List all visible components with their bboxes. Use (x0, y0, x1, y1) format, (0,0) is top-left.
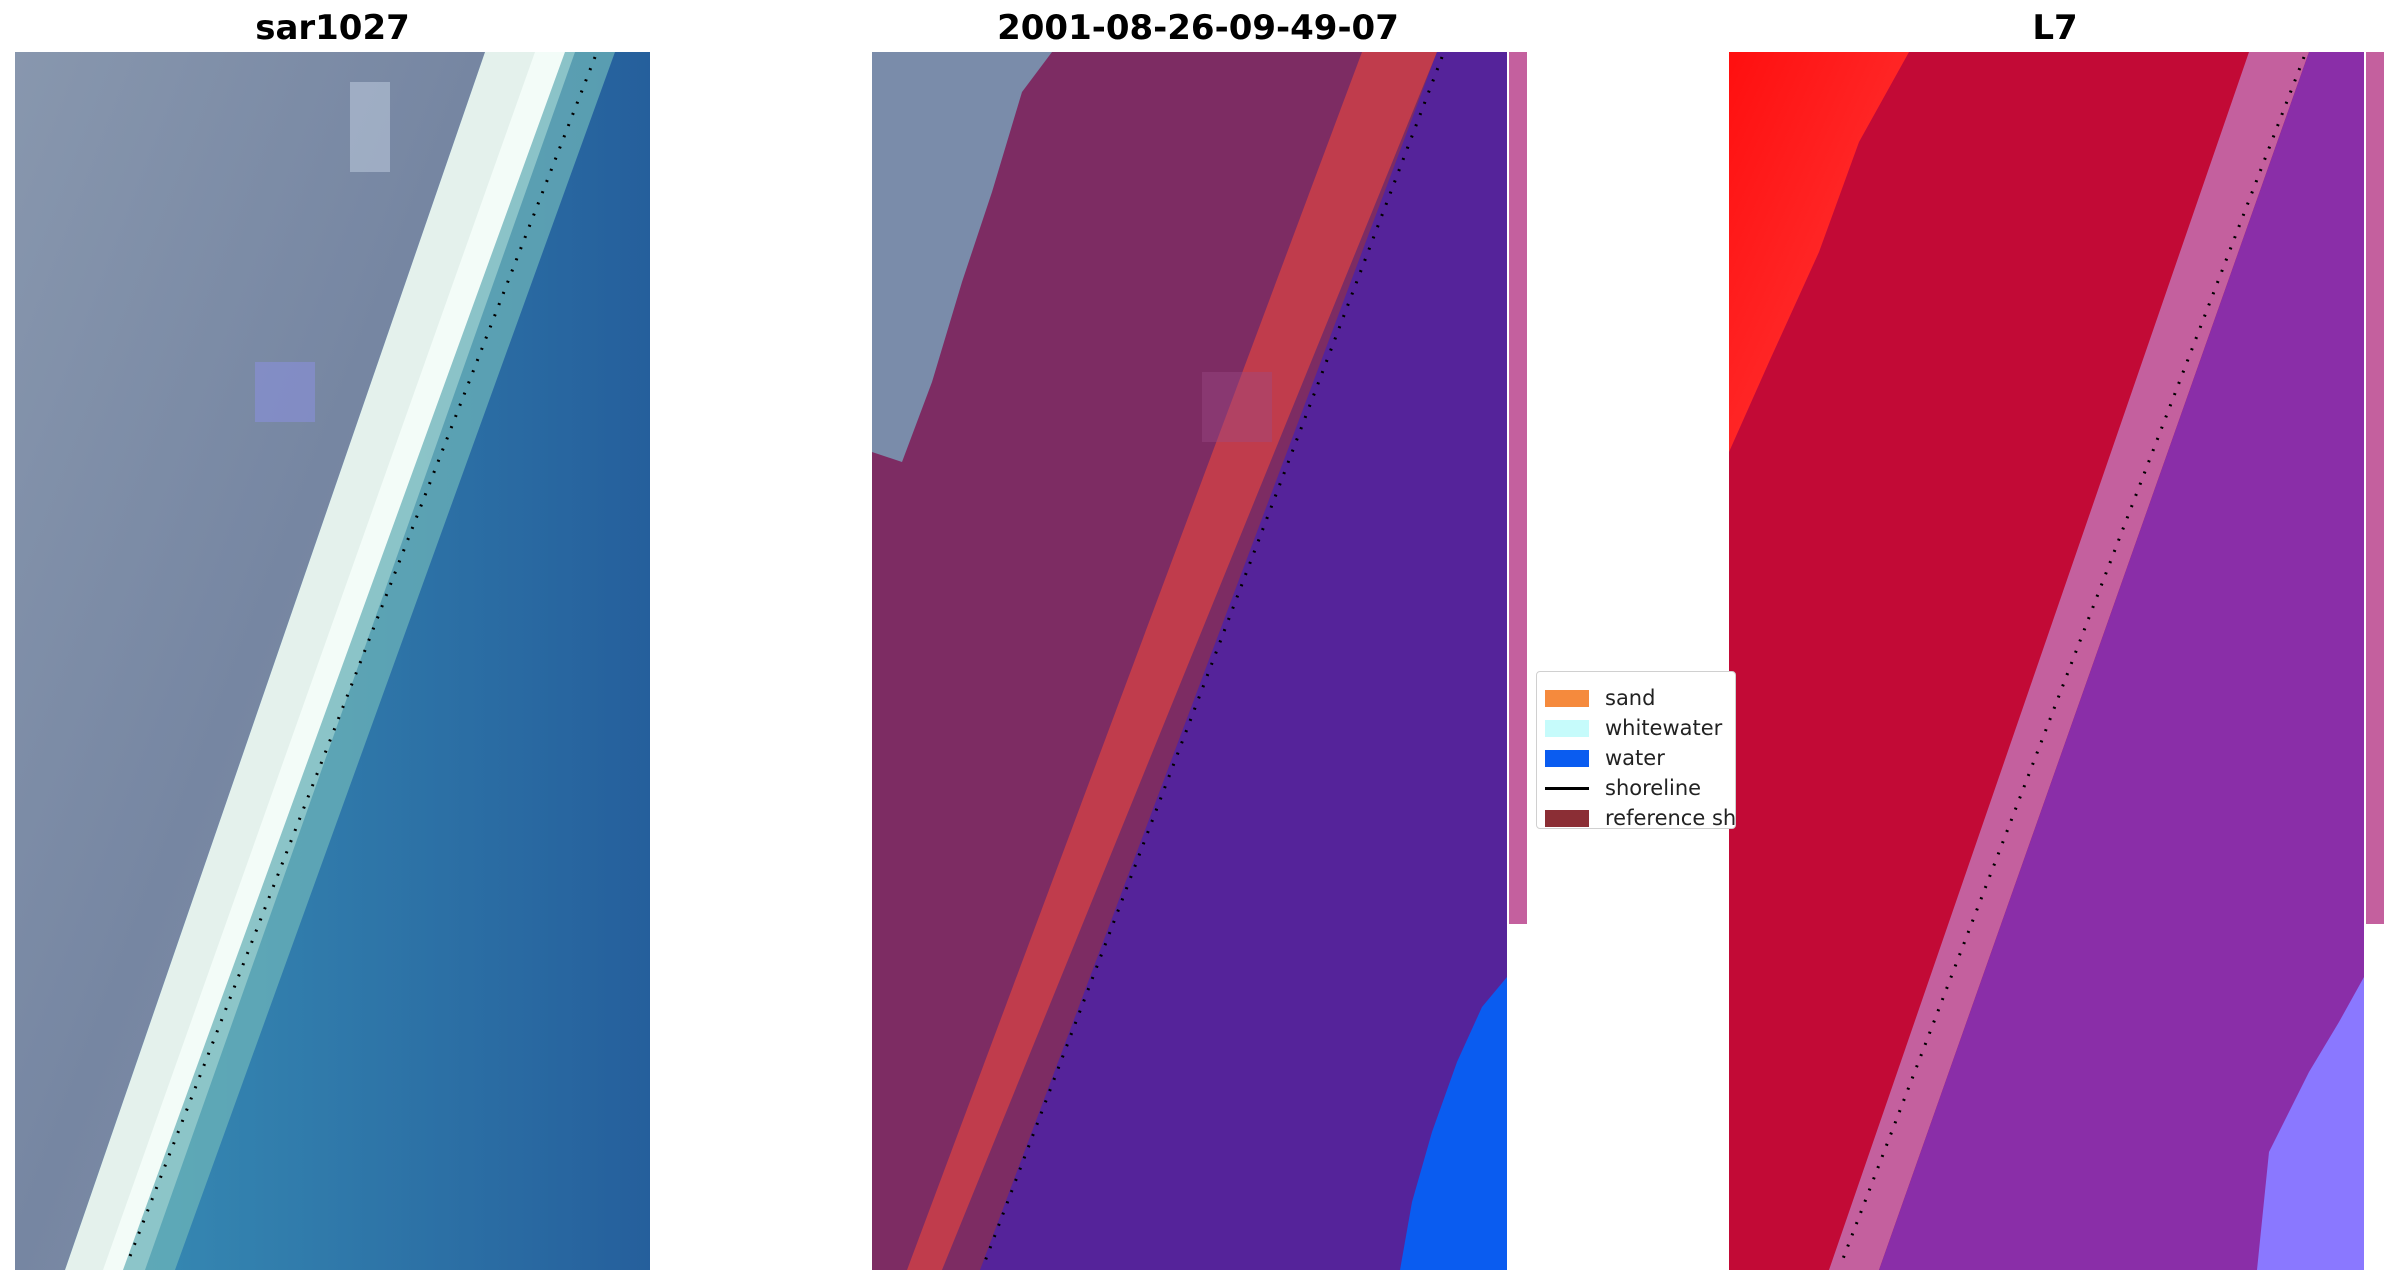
legend-label: shoreline (1605, 776, 1702, 800)
rgb-image-panel (15, 52, 650, 1270)
classified-image (872, 52, 1527, 1270)
water-swatch (1545, 749, 1589, 767)
water-class-area (980, 52, 1507, 1270)
light-water-area (2257, 977, 2364, 1270)
index-edge-strip (2366, 52, 2384, 924)
legend-item-shoreline: shoreline (1545, 776, 1701, 800)
legend-label: whitewater (1605, 716, 1723, 740)
whitewater-swatch (1545, 719, 1589, 737)
legend-item-sand: sand (1545, 686, 1655, 710)
nearshore-water (123, 52, 615, 1270)
legend-item-water: water (1545, 746, 1665, 770)
index-image-panel (1729, 52, 2384, 1270)
legend: sand whitewater water shoreline referenc… (1536, 671, 1736, 829)
panel-title-rgb: sar1027 (255, 8, 410, 48)
legend-label: water (1605, 746, 1665, 770)
panel-title-classified: 2001-08-26-09-49-07 (997, 8, 1399, 48)
transition-strip (1829, 52, 2309, 1270)
water-area (1400, 977, 1507, 1270)
sand-swatch (1545, 689, 1589, 707)
legend-label: reference shoreline (1605, 806, 1736, 829)
legend-label: sand (1605, 686, 1656, 710)
classified-image-panel (872, 52, 1527, 1270)
classified-edge-strip (1509, 52, 1527, 924)
unclassified-area (872, 52, 1052, 462)
land-area (15, 52, 485, 1270)
legend-item-whitewater: whitewater (1545, 716, 1722, 740)
sand-class-area (907, 52, 1437, 1270)
water-index-area (1879, 52, 2364, 1270)
bright-land-area (1729, 52, 1909, 452)
rgb-image (15, 52, 650, 1270)
index-image (1729, 52, 2384, 1270)
reference-shoreline-swatch (1545, 809, 1589, 827)
panel-title-index: L7 (2032, 8, 2078, 48)
legend-item-reference-shoreline: reference shoreline (1545, 806, 1736, 829)
shoreline-swatch (1545, 786, 1589, 790)
